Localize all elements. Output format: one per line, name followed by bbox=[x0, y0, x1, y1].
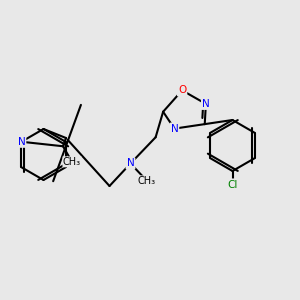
Text: CH₃: CH₃ bbox=[138, 176, 156, 186]
Text: N: N bbox=[127, 158, 134, 169]
Text: N: N bbox=[17, 137, 25, 147]
Text: Cl: Cl bbox=[227, 179, 238, 190]
Text: O: O bbox=[178, 85, 186, 95]
Text: CH₃: CH₃ bbox=[63, 157, 81, 167]
Text: N: N bbox=[202, 99, 210, 109]
Text: N: N bbox=[170, 124, 178, 134]
